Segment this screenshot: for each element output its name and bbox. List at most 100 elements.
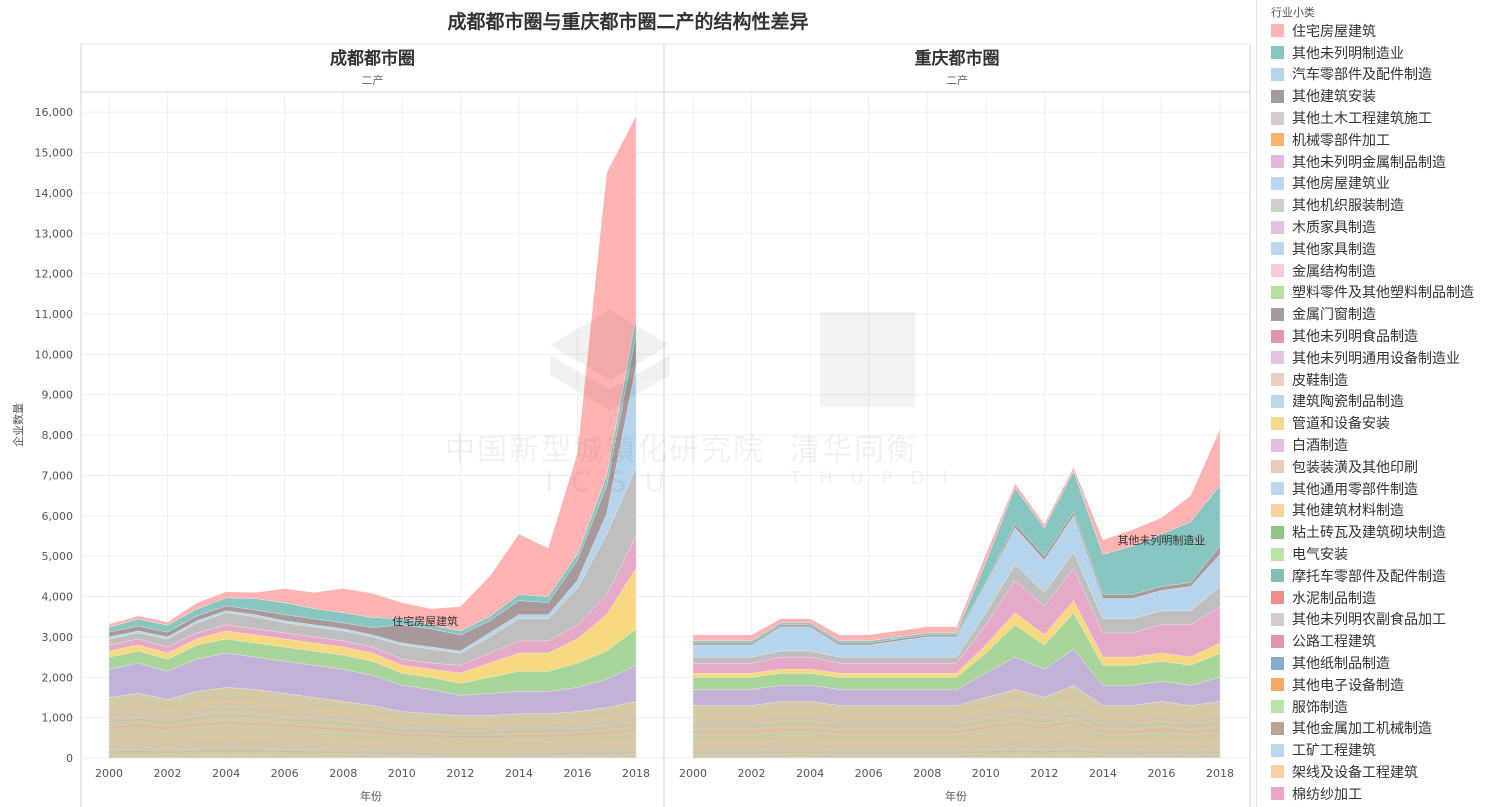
legend-item[interactable]: 其他未列明食品制造 [1257, 325, 1500, 347]
x-tick-label: 2006 [855, 767, 883, 780]
area-annotation: 其他未列明制造业 [1117, 533, 1205, 547]
legend-item[interactable]: 其他机织服装制造 [1257, 194, 1500, 216]
legend-item[interactable]: 建筑陶瓷制品制造 [1257, 391, 1500, 413]
legend-title: 行业小类 [1271, 6, 1315, 19]
legend-item[interactable]: 粘土砖瓦及建筑砌块制造 [1257, 521, 1500, 543]
legend-item[interactable]: 其他建筑安装 [1257, 85, 1500, 107]
legend-item[interactable]: 其他纸制品制造 [1257, 652, 1500, 674]
y-tick-label: 10,000 [35, 348, 74, 361]
legend-item[interactable]: 金属结构制造 [1257, 260, 1500, 282]
x-tick-label: 2006 [271, 767, 299, 780]
legend-label: 棉纺纱加工 [1292, 786, 1362, 803]
legend-label: 白酒制造 [1292, 438, 1348, 455]
legend-item[interactable]: 住宅房屋建筑 [1257, 20, 1500, 42]
legend-item[interactable]: 其他未列明通用设备制造业 [1257, 347, 1500, 369]
legend-swatch [1271, 591, 1284, 605]
legend-item[interactable]: 其他房屋建筑业 [1257, 173, 1500, 195]
legend-label: 其他土木工程建筑施工 [1292, 111, 1432, 128]
legend-swatch [1271, 547, 1284, 561]
legend-swatch [1271, 351, 1284, 365]
legend-list: 住宅房屋建筑 其他未列明制造业汽车零部件及配件制造 其他建筑安装其他土木工程建筑施工… [1257, 20, 1500, 805]
legend-item[interactable]: 其他建筑材料制造 [1257, 500, 1500, 522]
legend-swatch [1271, 198, 1284, 212]
x-tick-label: 2012 [1030, 767, 1058, 780]
legend-label: 其他未列明金属制品制造 [1292, 154, 1446, 171]
legend-item[interactable]: 架线及设备工程建筑 [1257, 761, 1500, 783]
legend-label: 其他未列明食品制造 [1292, 329, 1418, 346]
legend-item[interactable]: 服饰制造 [1257, 696, 1500, 718]
legend-label: 机械零部件加工 [1292, 132, 1390, 149]
legend-item[interactable]: 其他未列明金属制品制造 [1257, 151, 1500, 173]
legend-item[interactable]: 水泥制品制造 [1257, 587, 1500, 609]
texture-line [693, 713, 1221, 728]
x-tick-label: 2010 [388, 767, 416, 780]
legend-label: 塑料零件及其他塑料制品制造 [1292, 285, 1474, 302]
y-tick-label: 2,000 [42, 671, 74, 684]
legend-label: 服饰制造 [1292, 699, 1348, 716]
legend-item[interactable]: 棉纺纱加工 [1257, 783, 1500, 805]
legend-item[interactable]: 其他土木工程建筑施工 [1257, 107, 1500, 129]
texture-line [108, 714, 637, 734]
legend-label: 金属结构制造 [1292, 263, 1376, 280]
legend-swatch [1271, 307, 1284, 321]
legend-label: 其他房屋建筑业 [1292, 176, 1390, 193]
legend-item[interactable]: 工矿工程建筑 [1257, 739, 1500, 761]
area-住宅房屋建筑 [108, 116, 637, 632]
y-tick-label: 14,000 [35, 187, 74, 200]
y-tick-label: 13,000 [35, 227, 74, 240]
legend-swatch [1271, 656, 1284, 670]
legend-swatch [1271, 482, 1284, 496]
legend-item[interactable]: 汽车零部件及配件制造 [1257, 64, 1500, 86]
y-tick-label: 16,000 [35, 106, 74, 119]
legend-label: 金属门窗制造 [1292, 307, 1376, 324]
legend-item[interactable]: 白酒制造 [1257, 434, 1500, 456]
x-tick-label: 2010 [972, 767, 1000, 780]
legend-label: 摩托车零部件及配件制造 [1292, 568, 1446, 585]
legend-label: 其他机织服装制造 [1292, 198, 1404, 215]
area-汽车零部件及配件制造 [108, 317, 637, 636]
legend-item[interactable]: 电气安装 [1257, 543, 1500, 565]
x-tick-label: 2008 [913, 767, 941, 780]
legend-swatch [1271, 285, 1284, 299]
legend-label: 其他建筑材料制造 [1292, 503, 1404, 520]
legend-item[interactable]: 摩托车零部件及配件制造 [1257, 565, 1500, 587]
y-tick-label: 4,000 [42, 591, 74, 604]
texture-line [693, 706, 1221, 722]
legend-item[interactable]: 公路工程建筑 [1257, 630, 1500, 652]
legend-item[interactable]: 皮鞋制造 [1257, 369, 1500, 391]
texture-line [108, 693, 637, 721]
x-axis-label: 年份 [945, 789, 967, 803]
legend-label: 汽车零部件及配件制造 [1292, 67, 1432, 84]
x-tick-label: 2004 [796, 767, 824, 780]
legend-item[interactable]: 塑料零件及其他塑料制品制造 [1257, 282, 1500, 304]
legend-item[interactable]: 其他未列明制造业 [1257, 42, 1500, 64]
legend-label: 其他未列明通用设备制造业 [1292, 350, 1460, 367]
legend-swatch [1271, 220, 1284, 234]
texture-line [108, 722, 637, 738]
legend-label: 电气安装 [1292, 547, 1348, 564]
legend-swatch [1271, 612, 1284, 626]
legend-item[interactable]: 其他通用零部件制造 [1257, 478, 1500, 500]
y-tick-label: 3,000 [42, 631, 74, 644]
legend-item[interactable]: 机械零部件加工 [1257, 129, 1500, 151]
legend-item[interactable]: 包装装潢及其他印刷 [1257, 456, 1500, 478]
y-tick-label: 9,000 [42, 389, 74, 402]
legend-item[interactable]: 其他电子设备制造 [1257, 674, 1500, 696]
x-tick-label: 2002 [738, 767, 766, 780]
y-tick-label: 12,000 [35, 268, 74, 281]
legend-item[interactable]: 金属门窗制造 [1257, 303, 1500, 325]
x-tick-label: 2018 [622, 767, 650, 780]
legend-swatch [1271, 111, 1284, 125]
legend-item[interactable]: 管道和设备安装 [1257, 412, 1500, 434]
legend-label: 木质家具制造 [1292, 220, 1376, 237]
legend-item[interactable]: 其他未列明农副食品加工 [1257, 609, 1500, 631]
legend-swatch [1271, 264, 1284, 278]
legend-swatch [1271, 503, 1284, 517]
legend-item[interactable]: 其他金属加工机械制造 [1257, 718, 1500, 740]
x-tick-label: 2016 [563, 767, 591, 780]
legend-swatch [1271, 700, 1284, 714]
legend-swatch [1271, 634, 1284, 648]
legend-item[interactable]: 木质家具制造 [1257, 216, 1500, 238]
y-tick-label: 7,000 [42, 469, 74, 482]
legend-item[interactable]: 其他家具制造 [1257, 238, 1500, 260]
